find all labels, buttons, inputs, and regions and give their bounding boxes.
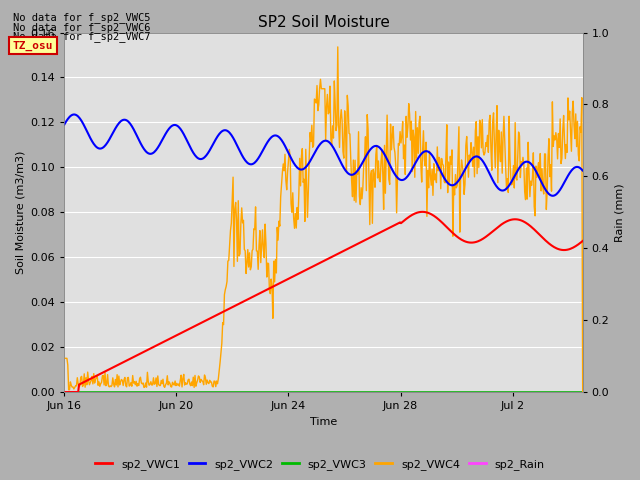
Y-axis label: Soil Moisture (m3/m3): Soil Moisture (m3/m3) <box>15 151 25 274</box>
Text: No data for f_sp2_VWC5: No data for f_sp2_VWC5 <box>13 12 150 23</box>
Y-axis label: Rain (mm): Rain (mm) <box>615 183 625 241</box>
Legend: sp2_VWC1, sp2_VWC2, sp2_VWC3, sp2_VWC4, sp2_Rain: sp2_VWC1, sp2_VWC2, sp2_VWC3, sp2_VWC4, … <box>91 455 549 474</box>
Title: SP2 Soil Moisture: SP2 Soil Moisture <box>257 15 389 30</box>
Text: TZ_osu: TZ_osu <box>13 41 53 51</box>
Text: No data for f_sp2_VWC6: No data for f_sp2_VWC6 <box>13 22 150 33</box>
Text: No data for f_sp2_VWC7: No data for f_sp2_VWC7 <box>13 31 150 42</box>
X-axis label: Time: Time <box>310 417 337 427</box>
